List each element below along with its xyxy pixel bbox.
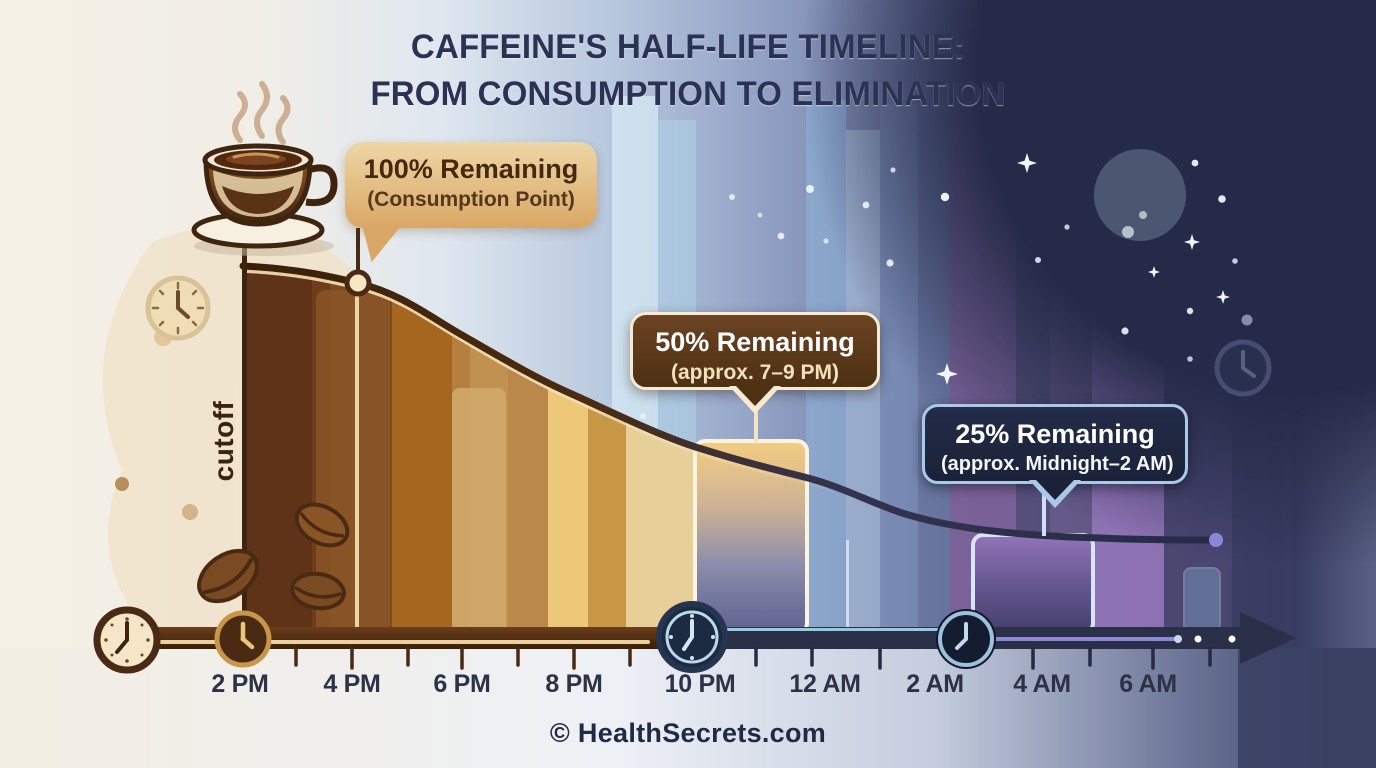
tick-label-8pm: 8 PM xyxy=(545,670,603,698)
tick-label-6pm: 6 PM xyxy=(433,670,491,698)
page-title-line1: CAFFEINE'S HALF-LIFE TIMELINE: xyxy=(410,28,966,66)
callout-25-heading: 25% Remaining xyxy=(955,419,1155,449)
tick-label-2am: 2 AM xyxy=(906,670,964,698)
marker-100-percent xyxy=(344,269,372,297)
page-title: CAFFEINE'S HALF-LIFE TIMELINE: FROM CONS… xyxy=(21,24,1356,118)
cutoff-label: cutoff xyxy=(208,400,239,482)
decay-curve xyxy=(239,262,1217,544)
bar-residual xyxy=(1183,567,1221,633)
callout-50-subtext: (approx. 7–9 PM) xyxy=(670,361,840,384)
credit-watermark: © HealthSecrets.com xyxy=(549,718,827,748)
callout-100-heading: 100% Remaining xyxy=(363,154,579,184)
steam-icon xyxy=(232,81,291,145)
page-title-line2: FROM CONSUMPTION TO ELIMINATION xyxy=(370,75,1006,113)
dot xyxy=(182,504,198,520)
callout-50-percent: 50% Remaining (approx. 7–9 PM) xyxy=(630,312,880,414)
bottom-right-corner xyxy=(1238,648,1376,768)
dot xyxy=(115,477,129,491)
clock-icon-10pm xyxy=(656,601,728,673)
bar-25-percent xyxy=(971,533,1095,635)
callout-tail xyxy=(1029,480,1081,508)
connector-100 xyxy=(356,228,360,286)
coffee-bean-icon xyxy=(197,502,350,611)
callout-tail xyxy=(729,386,781,414)
curve-end-dot xyxy=(1209,533,1223,547)
arrow-right-icon xyxy=(1240,612,1296,664)
callout-100-percent: 100% Remaining (Consumption Point) xyxy=(345,142,597,262)
tick-label-4pm: 4 PM xyxy=(323,670,381,698)
guide-100 xyxy=(355,288,359,628)
coffee-cup-icon xyxy=(191,81,338,256)
clock-icon-afternoon xyxy=(145,275,211,341)
consumption-axis-line xyxy=(242,238,247,630)
clock-icon-2am xyxy=(936,609,996,669)
connector-25 xyxy=(1042,478,1046,536)
decay-curve-glow xyxy=(242,269,1214,547)
consumption-axis-highlight xyxy=(236,380,239,628)
connector-50 xyxy=(754,386,758,442)
sparkle-stars xyxy=(936,153,1230,385)
tick-label-10pm: 10 PM xyxy=(664,670,736,698)
callout-100-subtext: (Consumption Point) xyxy=(367,188,575,211)
tick-label-6am: 6 AM xyxy=(1119,670,1177,698)
tick-label-12am: 12 AM xyxy=(789,670,861,698)
clock-icon-day-start xyxy=(93,606,161,674)
clock-icon-2pm xyxy=(214,610,272,668)
tick-label-2pm: 2 PM xyxy=(211,670,269,698)
crescent-moon-icon xyxy=(1094,149,1186,241)
callout-50-heading: 50% Remaining xyxy=(655,327,855,357)
callout-25-percent: 25% Remaining (approx. Midnight–2 AM) xyxy=(922,404,1188,508)
callout-25-subtext: (approx. Midnight–2 AM) xyxy=(941,453,1174,475)
tick-label-4am: 4 AM xyxy=(1013,670,1071,698)
clock-icon xyxy=(1214,339,1272,397)
